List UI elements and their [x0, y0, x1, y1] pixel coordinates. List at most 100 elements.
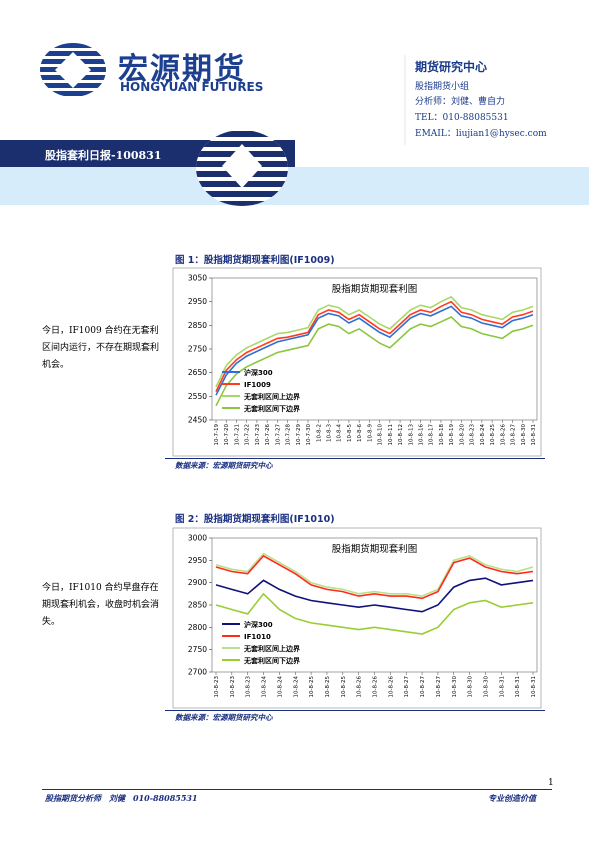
- x-tick-label: 10-7-29: [296, 424, 302, 446]
- legend-label: 无套利区间上边界: [243, 644, 301, 653]
- y-tick-label: 2450: [188, 416, 207, 425]
- x-tick-label: 10-8-25: [325, 676, 331, 698]
- source: 数据来源：宏源期货研究中心: [175, 461, 273, 470]
- x-tick-label: 10-8-18: [439, 424, 445, 446]
- x-tick-label: 10-8-23: [214, 676, 220, 698]
- x-tick-label: 10-8-16: [419, 424, 425, 446]
- x-tick-label: 10-7-27: [275, 424, 281, 446]
- footer-right: 专业创造价值: [488, 793, 536, 803]
- x-tick-label: 10-8-4: [337, 424, 343, 442]
- caption: 图 2：股指期货期现套利图(IF1010): [175, 514, 335, 525]
- x-tick-label: 10-8-27: [436, 676, 442, 698]
- dept: 期货研究中心: [415, 60, 488, 74]
- legend-label: IF1009: [244, 381, 271, 389]
- y-tick-label: 2750: [188, 345, 207, 354]
- plot-title: 股指期货期现套利图: [332, 283, 418, 295]
- series-line: [215, 305, 534, 396]
- source: 数据来源：宏源期货研究中心: [175, 713, 273, 722]
- x-tick-label: 10-8-10: [378, 424, 384, 446]
- y-tick-label: 2800: [188, 623, 207, 632]
- light-band: [0, 167, 589, 205]
- x-tick-label: 10-8-25: [309, 676, 315, 698]
- x-tick-label: 10-8-27: [511, 424, 517, 446]
- x-tick-label: 10-8-17: [429, 424, 435, 446]
- x-tick-label: 10-8-24: [262, 676, 268, 698]
- plot-title: 股指期货期现套利图: [332, 543, 418, 555]
- legend-label: 无套利区间下边界: [243, 404, 301, 413]
- x-tick-label: 10-8-30: [452, 676, 458, 698]
- series-line: [215, 295, 534, 388]
- band-logo: [196, 130, 288, 206]
- legend-label: 沪深300: [244, 368, 273, 377]
- x-tick-label: 10-8-31: [515, 676, 521, 697]
- footer-left: 股指期货分析师 刘健 010-88085531: [45, 793, 198, 803]
- chart: 2700 2750 2800 2850 2900 2950 3000 10-8-23 10-8-…: [172, 527, 542, 709]
- company-cn: 宏源期货: [118, 52, 246, 87]
- x-tick-label: 10-8-30: [468, 676, 474, 698]
- series-line: [215, 300, 534, 392]
- x-tick-label: 10-7-19: [214, 424, 220, 446]
- logo: [40, 43, 106, 97]
- x-tick-label: 10-8-31: [531, 676, 537, 697]
- x-tick-label: 10-8-25: [341, 676, 347, 698]
- x-tick-label: 10-8-27: [420, 676, 426, 698]
- report-title: 股指套利日报-100831: [45, 149, 162, 162]
- comment: 今日，IF1009 合约在无套利区间内运行，不存在期现套利机会。: [42, 326, 160, 370]
- x-tick-label: 10-8-6: [357, 424, 363, 442]
- x-tick-label: 10-8-24: [293, 676, 299, 698]
- y-tick-label: 2850: [188, 321, 207, 330]
- y-tick-label: 2900: [188, 578, 207, 587]
- series-line: [215, 554, 534, 600]
- legend-label: 无套利区间上边界: [243, 392, 301, 401]
- y-tick-label: 2850: [188, 601, 207, 610]
- chart: 2450 2550 2650 2750 2850 2950 3050 10-7-19 10-7-…: [172, 267, 542, 457]
- y-tick-label: 3000: [188, 534, 207, 543]
- x-tick-label: 10-8-26: [357, 676, 363, 698]
- x-tick-label: 10-8-26: [388, 676, 394, 698]
- x-tick-label: 10-8-13: [408, 424, 414, 446]
- x-tick-label: 10-8-31: [531, 424, 537, 445]
- x-tick-label: 10-7-30: [306, 424, 312, 446]
- header-graphics: [0, 43, 589, 206]
- x-tick-label: 10-7-28: [286, 424, 292, 446]
- y-tick-label: 2650: [188, 368, 207, 377]
- page-number: 1: [548, 778, 554, 788]
- y-tick-label: 2750: [188, 645, 207, 654]
- x-tick-label: 10-8-3: [326, 424, 332, 442]
- x-tick-label: 10-8-26: [500, 424, 506, 446]
- tel: TEL：010-88085531: [415, 113, 509, 123]
- x-tick-label: 10-8-24: [480, 424, 486, 446]
- series-line: [215, 592, 534, 635]
- x-tick-label: 10-8-27: [404, 676, 410, 698]
- company-en: HONGYUAN FUTURES: [120, 80, 264, 94]
- x-tick-label: 10-8-9: [367, 424, 373, 442]
- x-tick-label: 10-7-23: [255, 424, 261, 446]
- x-tick-label: 10-8-26: [373, 676, 379, 698]
- email: EMAIL：liujian1@hysec.com: [415, 129, 547, 139]
- legend-label: IF1010: [244, 633, 271, 641]
- y-tick-label: 2700: [188, 668, 207, 677]
- x-tick-label: 10-8-12: [398, 424, 404, 445]
- team: 股指期货小组: [415, 82, 470, 92]
- x-tick-label: 10-8-19: [449, 424, 455, 446]
- x-tick-label: 10-8-11: [388, 424, 394, 445]
- comment: 今日，IF1010 合约早盘存在期现套利机会，收盘时机会消失。: [42, 583, 160, 627]
- x-tick-label: 10-8-25: [490, 424, 496, 446]
- analyst: 分析师：刘健、曹自力: [415, 97, 506, 107]
- x-tick-label: 10-8-23: [246, 676, 252, 698]
- x-tick-label: 10-8-2: [316, 424, 322, 442]
- chart-frame: [172, 527, 542, 709]
- legend-label: 无套利区间下边界: [243, 656, 301, 665]
- x-tick-label: 10-8-20: [459, 424, 465, 446]
- x-tick-label: 10-8-30: [521, 424, 527, 446]
- series-line: [215, 577, 534, 613]
- x-tick-label: 10-7-21: [234, 424, 240, 445]
- y-tick-label: 2550: [188, 392, 207, 401]
- x-tick-label: 10-8-24: [277, 676, 283, 698]
- y-tick-label: 2950: [188, 556, 207, 565]
- x-tick-label: 10-7-20: [224, 424, 230, 446]
- x-tick-label: 10-8-23: [230, 676, 236, 698]
- x-tick-label: 10-8-5: [347, 424, 353, 442]
- x-tick-label: 10-7-22: [245, 424, 251, 445]
